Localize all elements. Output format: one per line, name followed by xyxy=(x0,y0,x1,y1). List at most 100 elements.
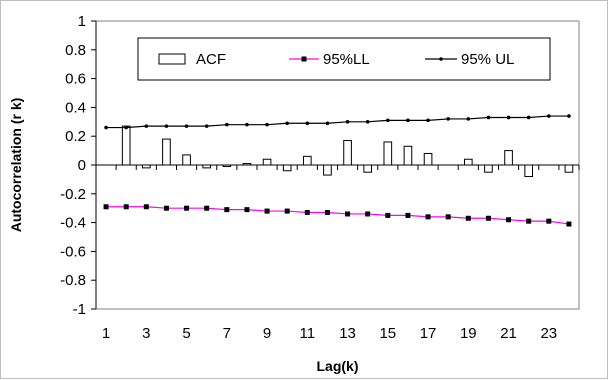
ul-marker xyxy=(184,124,189,128)
legend-label: 95% UL xyxy=(461,51,514,68)
ul-marker xyxy=(386,118,390,123)
ll-marker xyxy=(264,208,270,214)
ul-marker xyxy=(164,124,169,128)
ul-marker xyxy=(104,125,108,130)
ll-marker xyxy=(566,221,572,227)
legend: ACF 95%LL 95% UL xyxy=(137,37,551,81)
ul-marker xyxy=(265,122,269,127)
acf-bar xyxy=(182,154,191,166)
acf-bar xyxy=(403,145,413,166)
ll-marker xyxy=(204,205,210,211)
ul-marker xyxy=(547,114,551,118)
x-tick-label: 5 xyxy=(182,325,190,342)
x-tick-label: 3 xyxy=(142,325,150,342)
acf-bar xyxy=(463,158,473,166)
acf-bar xyxy=(162,138,171,166)
ll-marker xyxy=(324,210,330,216)
x-tick-label: 17 xyxy=(420,325,437,342)
ll-marker xyxy=(163,205,169,211)
ul-marker xyxy=(325,121,330,126)
limit-lines xyxy=(103,114,572,227)
ll-marker xyxy=(445,214,451,220)
acf-bars xyxy=(121,125,574,178)
ll-marker xyxy=(304,210,310,216)
ll-marker xyxy=(143,204,149,210)
ul-marker xyxy=(124,125,128,130)
ul-marker xyxy=(466,117,471,121)
y-tick-label: -0.4 xyxy=(60,215,86,232)
series-line xyxy=(106,115,569,129)
ll-marker xyxy=(485,215,491,221)
y-tick-label: 0.8 xyxy=(65,42,86,59)
legend-box xyxy=(137,37,551,81)
ul-marker xyxy=(486,115,491,120)
ll-marker xyxy=(526,218,532,224)
ul-marker xyxy=(426,118,430,123)
legend-ul-marker xyxy=(439,57,443,61)
acf-bar xyxy=(262,158,272,166)
ll-marker xyxy=(546,218,552,224)
x-tick-label: 11 xyxy=(300,325,316,342)
x-tick-label: 7 xyxy=(223,325,231,342)
ll-marker xyxy=(365,211,371,217)
ul-marker xyxy=(446,117,450,121)
ll-marker xyxy=(184,205,190,211)
acf-bar xyxy=(343,140,352,166)
acf-bar xyxy=(383,141,393,166)
acf-bar xyxy=(504,150,513,166)
y-tick-label: 0 xyxy=(78,157,86,174)
ul-marker xyxy=(285,121,289,126)
ll-marker xyxy=(103,204,109,210)
x-tick-label: 23 xyxy=(540,325,557,342)
acf-bar xyxy=(302,155,312,166)
acf-bar xyxy=(564,164,574,173)
ll-marker xyxy=(465,215,471,221)
axes xyxy=(91,20,580,310)
y-tick-label: -0.8 xyxy=(60,272,86,289)
ll-marker xyxy=(506,217,512,223)
legend-label: 95%LL xyxy=(323,51,370,68)
ll-marker xyxy=(244,207,250,213)
y-tick-label: 1 xyxy=(78,13,86,30)
ll-marker xyxy=(345,211,351,217)
ll-marker xyxy=(405,212,411,218)
acf-bar xyxy=(282,164,292,172)
x-tick-label: 9 xyxy=(263,325,271,342)
y-tick-label: 0.4 xyxy=(65,99,86,116)
tick-labels: 10.80.60.40.20-0.2-0.4-0.6-0.8-11 3 5 7 9 11 1… xyxy=(60,13,557,342)
y-tick-label: 0.2 xyxy=(65,128,86,145)
x-tick-label: 21 xyxy=(500,325,517,342)
acf-bar xyxy=(484,164,493,173)
ll-marker xyxy=(284,208,290,214)
acf-bar xyxy=(524,164,534,178)
acf-bar xyxy=(121,125,131,166)
legend-ll-marker xyxy=(301,56,307,62)
x-tick-label: 19 xyxy=(460,325,477,342)
legend-acf-swatch xyxy=(158,53,186,65)
acf-bar xyxy=(363,164,373,173)
y-axis-title: Autocorrelation (r k) xyxy=(8,98,24,233)
x-tick-label: 1 xyxy=(102,325,110,342)
ul-marker xyxy=(245,122,249,127)
ul-marker xyxy=(365,120,370,124)
acf-bar xyxy=(423,152,433,166)
x-axis-title: Lag(k) xyxy=(317,358,359,374)
x-tick-label: 13 xyxy=(339,325,356,342)
ul-marker xyxy=(204,124,209,128)
ul-marker xyxy=(506,115,511,120)
ll-marker xyxy=(425,214,431,220)
ul-marker xyxy=(225,122,229,127)
ul-marker xyxy=(406,118,410,123)
series-line xyxy=(106,206,570,225)
y-tick-label: -1 xyxy=(73,301,86,318)
x-tick-label: 15 xyxy=(379,325,396,342)
y-tick-label: -0.2 xyxy=(60,186,86,203)
ul-marker xyxy=(567,114,571,118)
ul-marker xyxy=(144,124,149,128)
ul-marker xyxy=(526,115,531,120)
ul-marker xyxy=(305,121,310,126)
ll-marker xyxy=(385,212,391,218)
ll-marker xyxy=(123,204,129,210)
